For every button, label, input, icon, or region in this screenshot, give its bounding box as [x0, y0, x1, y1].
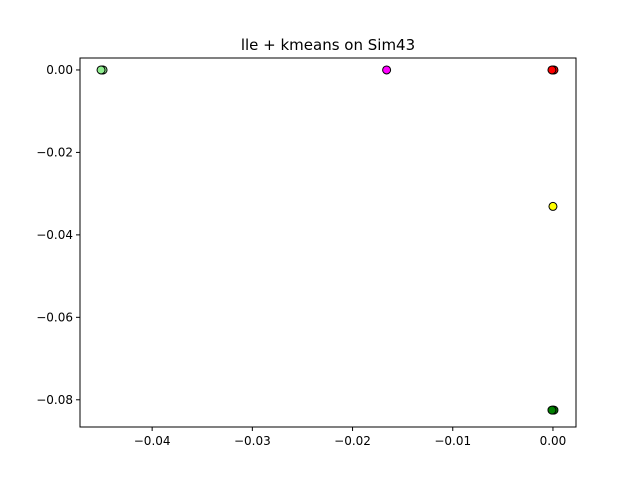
data-point-6: [547, 65, 557, 75]
chart-title: lle + kmeans on Sim43: [241, 36, 415, 54]
y-tick-label: 0.00: [46, 63, 73, 77]
data-point-2: [96, 65, 106, 75]
y-tick-label: −0.08: [36, 393, 73, 407]
y-tick-label: −0.06: [36, 310, 73, 324]
data-point-7: [548, 201, 558, 211]
x-tick-label: −0.02: [334, 434, 371, 448]
y-tick-label: −0.04: [36, 228, 73, 242]
x-tick-label: −0.03: [234, 434, 271, 448]
data-point-3: [382, 65, 392, 75]
y-tick-label: −0.02: [36, 145, 73, 159]
x-tick-label: 0.00: [540, 434, 567, 448]
x-tick-label: −0.01: [434, 434, 471, 448]
x-axis: −0.04 −0.03 −0.02 −0.01 0.00: [134, 427, 567, 448]
plot-frame: [79, 57, 577, 428]
points-layer: [96, 65, 559, 415]
x-tick-label: −0.04: [134, 434, 171, 448]
data-point-10: [547, 405, 557, 415]
y-axis: 0.00 −0.02 −0.04 −0.06 −0.08: [36, 63, 80, 407]
